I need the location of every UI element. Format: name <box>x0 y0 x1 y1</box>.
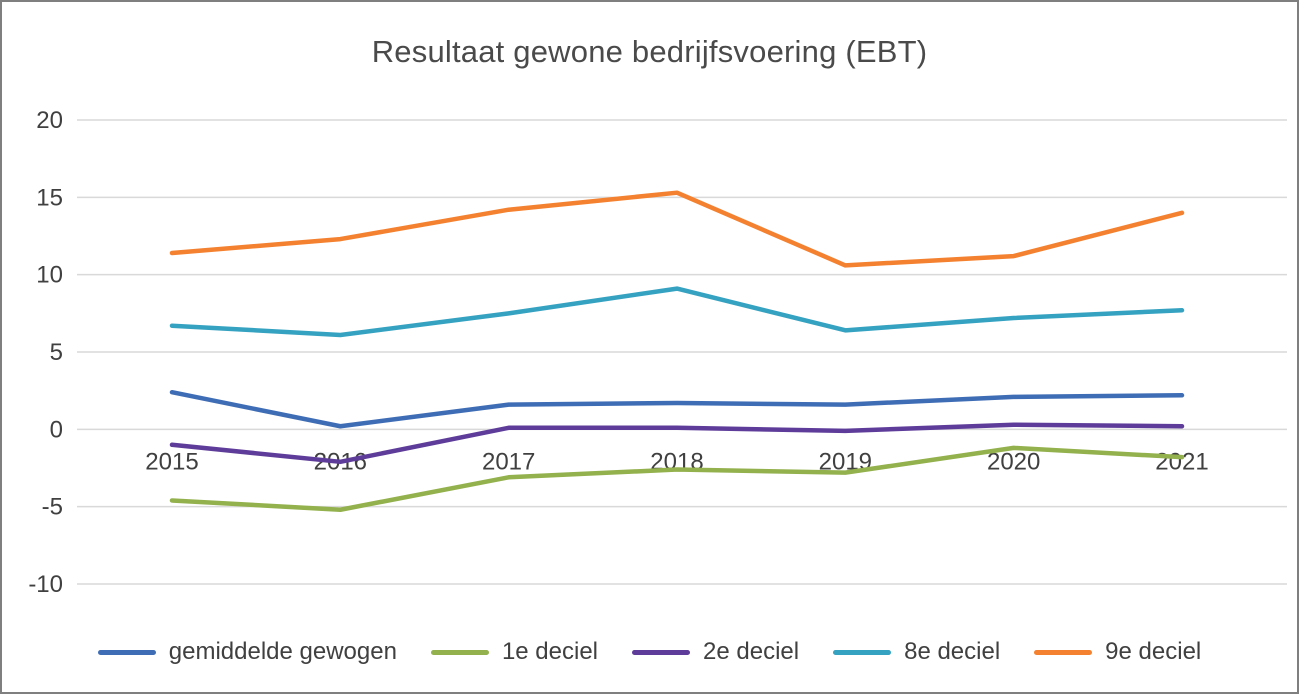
series-line-8e-deciel <box>169 286 1185 338</box>
legend-label: 8e deciel <box>904 638 1001 665</box>
x-axis-tick-label: 2017 <box>482 448 535 475</box>
legend-swatch-1e-deciel <box>430 649 489 655</box>
series-line-9e-deciel <box>169 190 1185 268</box>
series-line-1e-deciel <box>169 445 1185 513</box>
x-axis-tick-label: 2015 <box>145 448 198 475</box>
legend-label: 1e deciel <box>501 638 599 665</box>
legend-swatch-2e-deciel <box>632 649 691 655</box>
legend-item-2e-deciel: 2e deciel <box>632 638 799 666</box>
legend-item-gemiddelde-gewogen: gemiddelde gewogen <box>97 638 397 666</box>
legend-item-1e-deciel: 1e deciel <box>430 638 599 666</box>
y-axis-tick-label: -5 <box>42 494 63 521</box>
y-axis-tick-label: -10 <box>28 571 63 598</box>
legend-label: gemiddelde gewogen <box>168 638 397 665</box>
y-axis-tick-label: 20 <box>36 107 63 134</box>
legend: gemiddelde gewogen 1e deciel 2e deciel 8… <box>2 638 1297 666</box>
legend-label: 9e deciel <box>1105 638 1202 665</box>
y-axis-tick-label: 15 <box>36 184 63 211</box>
y-axis-tick-label: 0 <box>50 416 63 443</box>
legend-item-9e-deciel: 9e deciel <box>1034 638 1201 666</box>
x-axis-tick-label: 2021 <box>1155 448 1208 475</box>
legend-swatch-8e-deciel <box>833 649 892 655</box>
y-axis-tick-label: 5 <box>50 339 63 366</box>
chart-title: Resultaat gewone bedrijfsvoering (EBT) <box>371 34 928 69</box>
legend-swatch-gemiddelde-gewogen <box>97 649 156 655</box>
series-line-2e-deciel <box>169 422 1185 465</box>
legend-swatch-9e-deciel <box>1034 649 1093 655</box>
y-axis-tick-label: 10 <box>36 262 63 289</box>
x-axis-tick-label: 2020 <box>987 448 1040 475</box>
series-line-gemiddelde-gewogen <box>169 389 1185 429</box>
legend-item-8e-deciel: 8e deciel <box>833 638 1000 666</box>
legend-label: 2e deciel <box>703 638 800 665</box>
